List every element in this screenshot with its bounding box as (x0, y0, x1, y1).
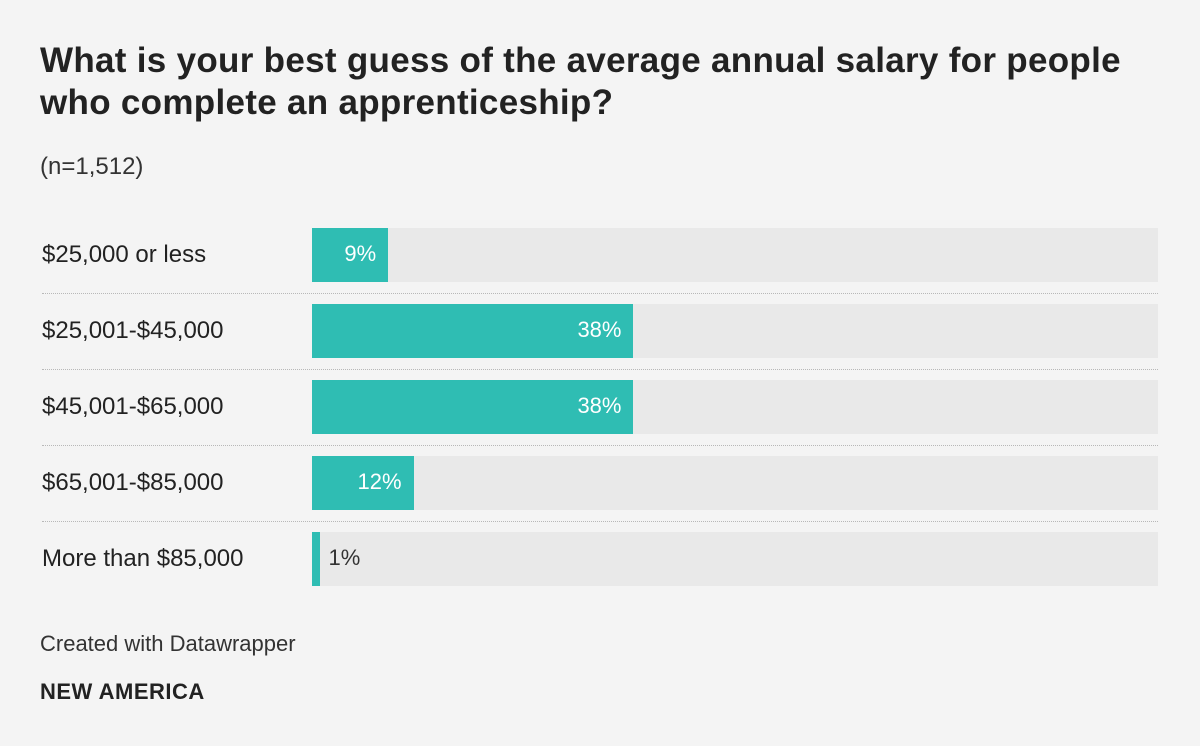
category-label: $45,001-$65,000 (42, 393, 224, 420)
bar-row: More than $85,000 1% (42, 521, 1158, 586)
category-label: $25,001-$45,000 (42, 317, 224, 344)
bar-row: $25,000 or less 9% (42, 228, 1158, 282)
bar (312, 380, 634, 434)
bar-chart: $25,000 or less 9% $25,001-$45,000 38% $45,0… (42, 228, 1158, 586)
bar-track: 38% (312, 304, 1158, 358)
bar-row: $25,001-$45,000 38% (42, 293, 1158, 358)
bar-track: 38% (312, 380, 1158, 434)
chart-subtitle: (n=1,512) (40, 153, 144, 180)
bar-row: $65,001-$85,000 12% (42, 445, 1158, 510)
category-label: $65,001-$85,000 (42, 469, 224, 496)
category-label: $25,000 or less (42, 241, 207, 268)
value-label: 12% (357, 469, 402, 494)
bar-track: 12% (312, 456, 1158, 510)
bar (312, 304, 634, 358)
value-label: 38% (577, 317, 622, 342)
value-label: 38% (577, 393, 622, 418)
bar-track: 9% (312, 228, 1158, 282)
bar-track: 1% (312, 532, 1158, 586)
bar (312, 456, 414, 510)
chart-title: What is your best guess of the average a… (40, 41, 1121, 122)
bar (312, 532, 321, 586)
datawrapper-credit: Created with Datawrapper (40, 631, 296, 656)
value-label: 1% (328, 545, 361, 570)
bar (312, 228, 389, 282)
bar-row: $45,001-$65,000 38% (42, 369, 1158, 434)
publisher-name: NEW AMERICA (40, 679, 205, 704)
value-label: 9% (344, 241, 377, 266)
category-label: More than $85,000 (42, 545, 244, 572)
